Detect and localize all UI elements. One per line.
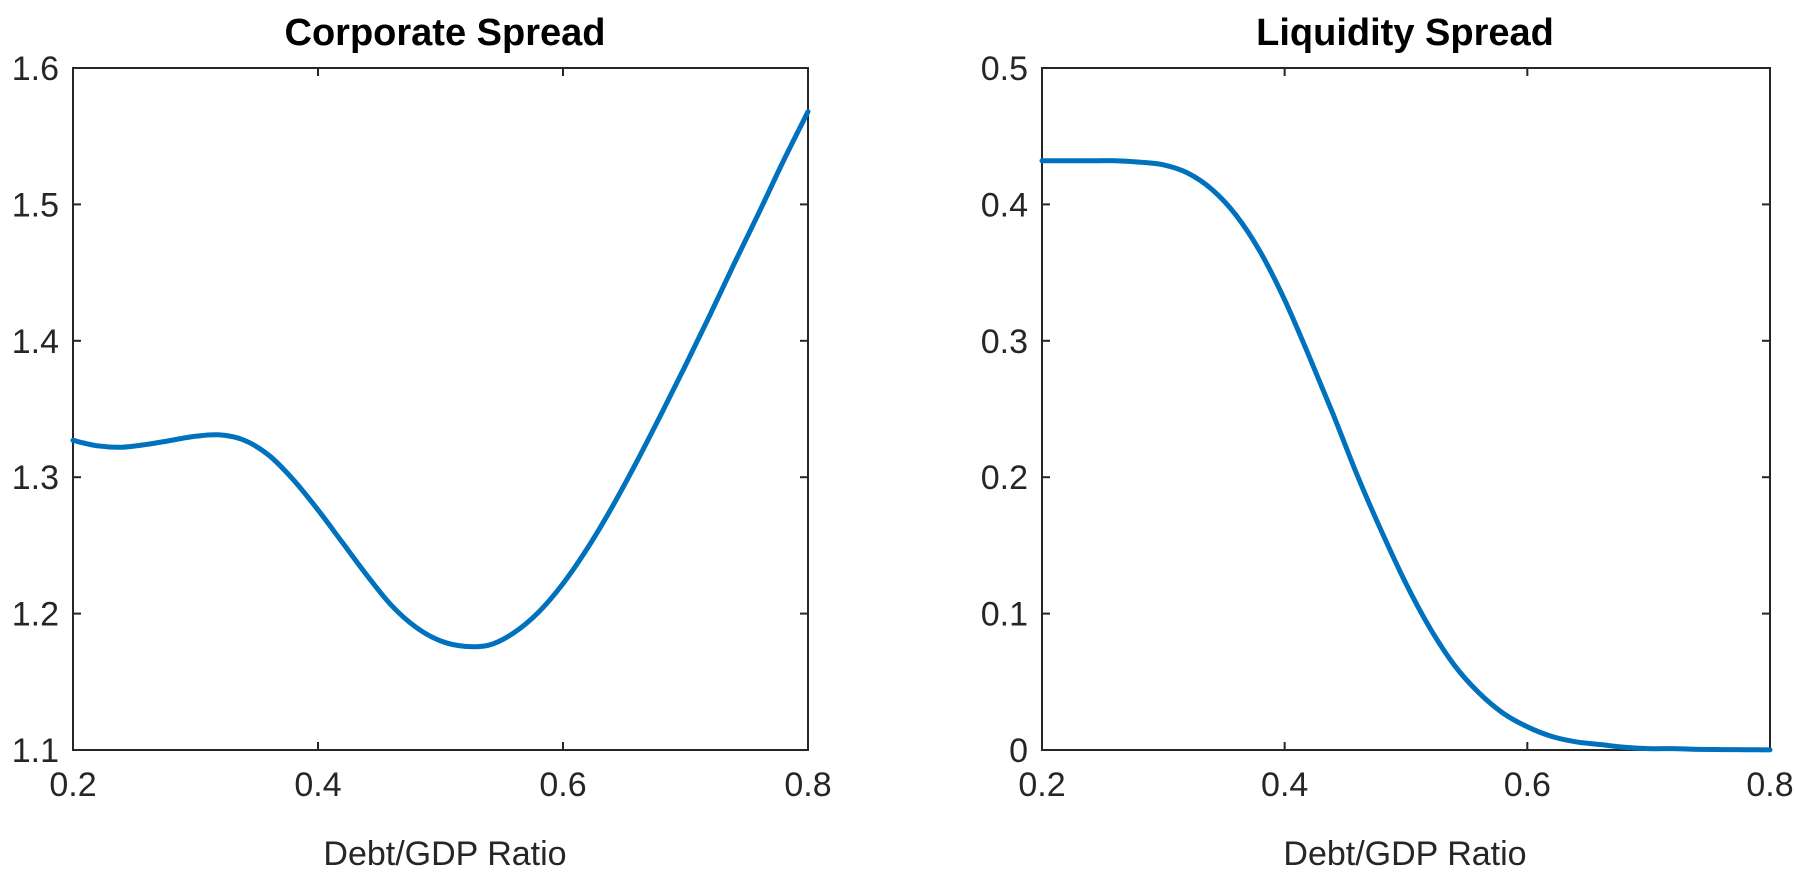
- plot-frame: [1041, 67, 1771, 751]
- x-tick-label: 0.2: [1018, 766, 1065, 804]
- axes: 0.2 0.4 0.6 0.8 1.1 1.2 1.3 1.4 1.5 1.6: [12, 50, 832, 804]
- y-tick-label: 0.2: [981, 459, 1028, 497]
- x-tick-label: 0.4: [1261, 766, 1308, 804]
- x-tick-label: 0.4: [294, 766, 341, 804]
- liquidity-spread-panel: Liquidity Spread Debt/GDP Ratio 0.2 0.4 0.…: [981, 12, 1794, 873]
- axes: 0.2 0.4 0.6 0.8 0 0.1 0.2 0.3 0.4 0.5: [981, 50, 1794, 804]
- plot-frame: [72, 67, 809, 751]
- chart-title: Corporate Spread: [285, 12, 606, 54]
- y-tick-label: 0: [1009, 732, 1028, 770]
- y-tick-label: 0.1: [981, 596, 1028, 634]
- y-tick-label: 0.3: [981, 323, 1028, 361]
- series-line: [1039, 158, 1773, 753]
- y-tick-label: 1.5: [12, 186, 59, 224]
- y-tick-label: 1.2: [12, 596, 59, 634]
- x-tick-label: 0.8: [1746, 766, 1793, 804]
- y-tick-label: 1.4: [12, 323, 59, 361]
- x-tick-label: 0.2: [49, 766, 96, 804]
- x-tick-label: 0.6: [539, 766, 586, 804]
- y-tick-label: 1.6: [12, 50, 59, 88]
- x-tick-label: 0.8: [784, 766, 831, 804]
- y-tick-label: 1.3: [12, 459, 59, 497]
- corporate-spread-panel: Corporate Spread Debt/GDP Ratio 0.2 0.4 0.…: [12, 12, 832, 873]
- x-axis-label: Debt/GDP Ratio: [1283, 835, 1526, 873]
- y-tick-label: 0.5: [981, 50, 1028, 88]
- y-tick-label: 1.1: [12, 732, 59, 770]
- series-line: [70, 109, 811, 650]
- x-axis-label: Debt/GDP Ratio: [323, 835, 566, 873]
- y-tick-label: 0.4: [981, 186, 1028, 224]
- x-tick-label: 0.6: [1504, 766, 1551, 804]
- chart-title: Liquidity Spread: [1256, 12, 1554, 54]
